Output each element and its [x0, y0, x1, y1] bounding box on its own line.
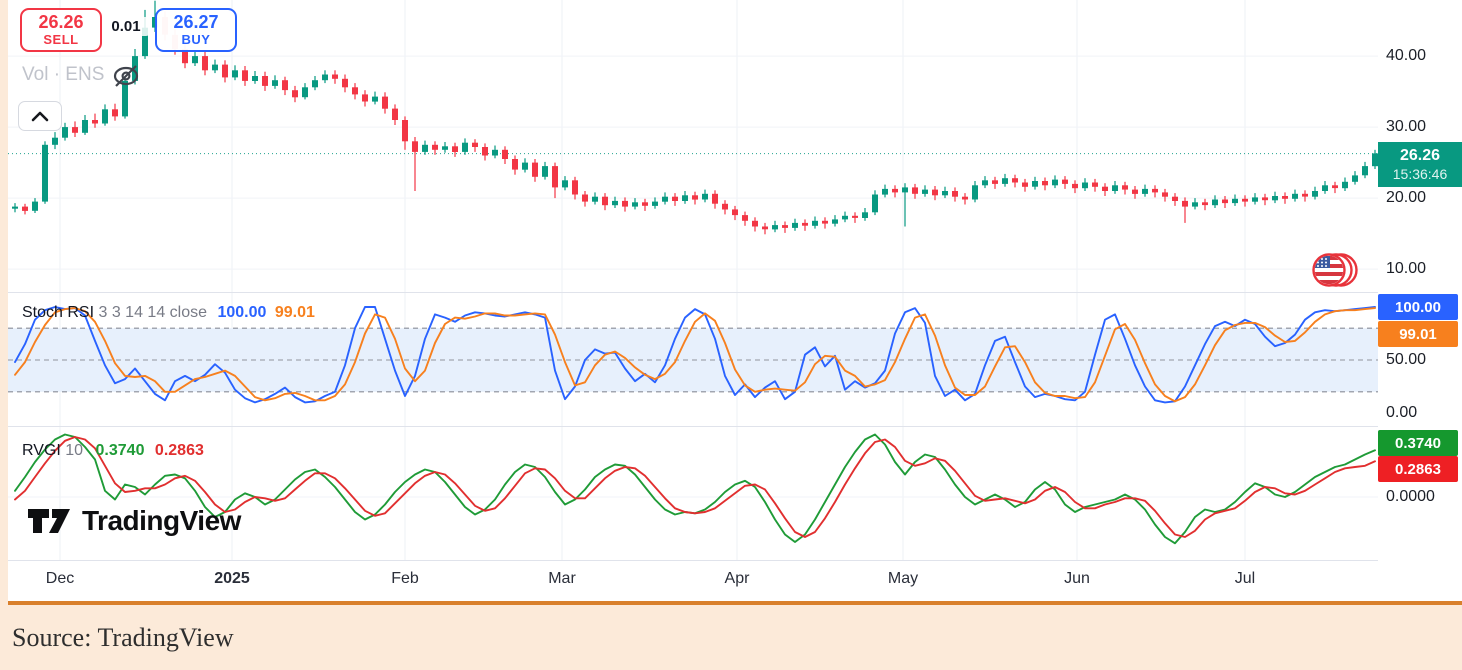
stoch-k-value: 100.00 — [217, 304, 267, 321]
candlestick-canvas[interactable] — [8, 0, 1378, 292]
price-tick: 30.00 — [1386, 118, 1427, 135]
right-price-axis[interactable]: 40.00 30.00 20.00 10.00 26.26 15:36:46 1… — [1378, 0, 1462, 601]
stoch-rsi-title: Stoch RSI — [22, 304, 95, 321]
stoch-tick: 0.00 — [1386, 404, 1418, 421]
article-divider — [8, 601, 1462, 605]
time-label-jun: Jun — [1064, 570, 1090, 587]
stoch-k-badge: 100.00 — [1378, 294, 1458, 320]
sell-button[interactable]: 26.26 SELL — [20, 8, 102, 52]
chart-background — [8, 0, 1462, 601]
source-caption: Source: TradingView — [12, 622, 234, 652]
buy-price: 26.27 — [173, 12, 219, 33]
time-axis[interactable]: Dec 2025 Feb Mar Apr May Jun Jul — [8, 561, 1378, 601]
sell-price: 26.26 — [38, 12, 84, 33]
stoch-rsi-params: 3 3 14 14 close — [98, 304, 208, 321]
pane-separator[interactable] — [8, 426, 1462, 427]
time-label-2025: 2025 — [214, 570, 250, 587]
buy-button[interactable]: 26.27 BUY — [155, 8, 237, 52]
time-label-feb: Feb — [391, 570, 419, 587]
axis-separator — [8, 560, 1462, 561]
spread-label: 0.01 — [102, 17, 150, 36]
sell-label: SELL — [43, 31, 79, 47]
tradingview-logo[interactable]: TradingView — [28, 505, 241, 537]
time-label-may: May — [887, 570, 919, 587]
stoch-d-value: 99.01 — [274, 304, 315, 321]
stoch-rsi-pane: Stoch RSI 3 3 14 14 close 100.00 99.01 — [8, 293, 1378, 426]
tradingview-mark-icon — [28, 509, 70, 533]
collapse-pane-button[interactable] — [18, 101, 62, 131]
eye-off-icon[interactable] — [110, 61, 142, 96]
price-tick: 20.00 — [1386, 189, 1427, 206]
source-caption-bar: Source: TradingView — [0, 605, 1462, 670]
stoch-tick: 50.00 — [1386, 351, 1427, 368]
rvgi-signal-badge: 0.2863 — [1378, 456, 1458, 482]
rvgi-legend[interactable]: RVGI 10 0.3740 0.2863 — [22, 442, 204, 460]
tradingview-wordmark: TradingView — [82, 505, 241, 536]
time-label-mar: Mar — [548, 570, 576, 587]
last-price: 26.26 — [1399, 146, 1441, 164]
rvgi-params: 10 — [65, 442, 84, 459]
time-label-jul: Jul — [1234, 570, 1256, 587]
last-price-time: 15:36:46 — [1392, 165, 1448, 182]
stoch-rsi-legend[interactable]: Stoch RSI 3 3 14 14 close 100.00 99.01 — [22, 304, 315, 322]
time-label-dec: Dec — [45, 570, 75, 587]
tradingview-chart: Stoch RSI 3 3 14 14 close 100.00 99.01 R… — [8, 0, 1462, 601]
price-tick: 10.00 — [1386, 260, 1427, 277]
buy-label: BUY — [181, 31, 211, 47]
rvgi-main-badge: 0.3740 — [1378, 430, 1458, 456]
us-flag-icon[interactable] — [1312, 250, 1358, 295]
rvgi-title: RVGI — [22, 442, 61, 459]
price-tick: 40.00 — [1386, 47, 1427, 64]
rvgi-main-value: 0.3740 — [95, 442, 145, 459]
price-pane — [8, 0, 1378, 292]
volume-legend-label: Vol · ENS — [22, 64, 105, 85]
rvgi-tick: 0.0000 — [1386, 488, 1435, 505]
rvgi-signal-value: 0.2863 — [154, 442, 204, 459]
stoch-d-badge: 99.01 — [1378, 321, 1458, 347]
stoch-rsi-canvas[interactable] — [8, 293, 1378, 426]
time-label-apr: Apr — [724, 570, 750, 587]
last-price-badge: 26.26 15:36:46 — [1378, 142, 1462, 187]
rvgi-pane: RVGI 10 0.3740 0.2863 — [8, 427, 1378, 560]
rvgi-canvas[interactable] — [8, 427, 1378, 560]
pane-separator[interactable] — [8, 292, 1462, 293]
chevron-up-icon — [31, 111, 49, 122]
